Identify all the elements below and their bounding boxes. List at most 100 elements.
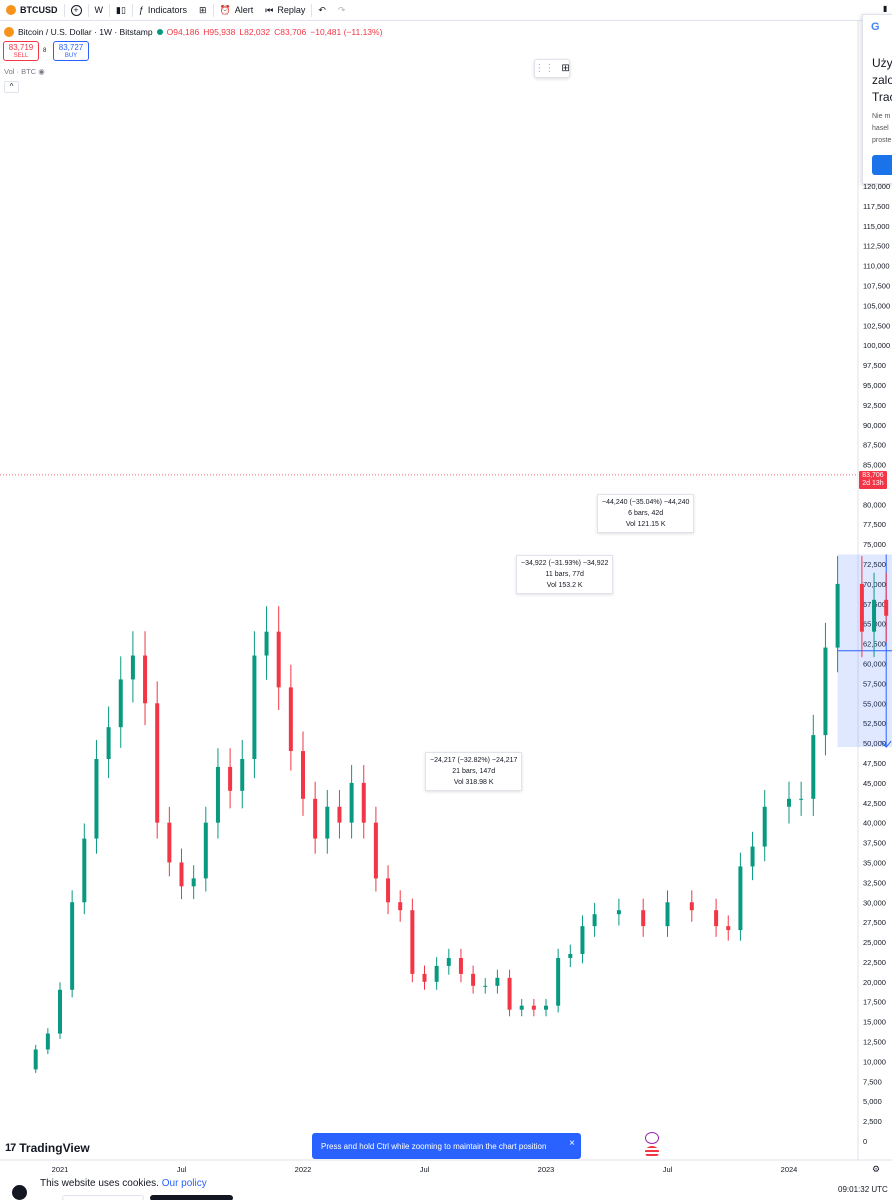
candle-body [361,782,366,823]
price-tick-label: 47,500 [863,759,886,768]
popup-subtext: Nie m hasel proste [872,111,891,147]
candle-body [884,599,889,616]
candle-body [544,1005,548,1010]
brand-name: TradingView [19,1141,90,1155]
candle-body [70,902,75,990]
price-tick-label: 30,000 [863,898,886,907]
bar-countdown: 2d 13h [862,480,884,487]
replay-label: Replay [277,5,306,15]
alarm-clock-icon: ⏰ [219,4,231,15]
popup-sub-line: proste [872,137,892,144]
tradingview-logo[interactable]: 17 TradingView [5,1141,90,1155]
layout-icon[interactable]: ⊞ [561,63,570,74]
candle-body [556,957,561,1006]
measure-change: −44,240 (−35.04%) −44,240 [602,499,690,506]
sell-button[interactable]: 83,719 SELL [3,41,39,61]
candle-body [33,1049,38,1070]
candle-body [167,822,172,863]
candle-body [483,985,488,987]
candle-body [580,926,585,954]
candle-body [495,977,500,986]
lightning-icon[interactable] [645,1132,659,1144]
interval-button[interactable]: W [89,0,110,21]
candle-body [240,759,245,791]
candle-body [386,878,391,903]
manage-cookies-button[interactable] [62,1195,144,1200]
drag-handle-icon[interactable]: ⋮⋮ [534,63,555,74]
popup-continue-button[interactable] [872,155,892,175]
candle-body [641,910,646,927]
price-tick-label: 10,000 [863,1057,886,1066]
close-icon[interactable]: × [569,1138,575,1149]
buy-button[interactable]: 83,727 BUY [53,41,89,61]
price-tick-label: 2,500 [863,1117,882,1126]
candle-body [276,631,281,688]
alert-button[interactable]: ⏰ Alert [214,0,260,21]
interval-label: W [94,5,104,15]
candle-body [301,751,305,799]
cookie-policy-link[interactable]: Our policy [161,1178,207,1189]
chart-type-button[interactable]: ▮▯ [110,0,132,21]
bitcoin-icon [6,5,16,15]
measure-bars: 21 bars, 147d [452,768,496,775]
zoom-hint-toast: Press and hold Ctrl while zooming to mai… [312,1133,581,1159]
redo-button[interactable]: ↷ [332,0,352,21]
time-tick-label: 2024 [781,1165,798,1174]
candle-body [787,798,791,807]
time-tick-label: 2023 [538,1165,555,1174]
candle-body [191,878,196,887]
divider [87,3,89,17]
floating-icons [645,1132,659,1158]
undo-button[interactable]: ↶ [312,0,332,21]
indicators-label: Indicators [147,5,187,15]
price-tick-label: 77,500 [863,520,886,529]
candle-body [203,822,208,879]
compare-button[interactable]: + [65,0,88,21]
candle-body [94,759,99,839]
cookie-icon [12,1185,27,1200]
plus-icon: + [70,4,82,16]
sidebar-toggle-icon[interactable]: ▮ [883,4,888,13]
volume-label: Vol · BTC [4,67,37,76]
candle-body [398,902,403,911]
gear-icon[interactable]: ⚙ [872,1164,881,1174]
legend-title[interactable]: Bitcoin / U.S. Dollar · 1W · Bitstamp [18,27,153,37]
divider [311,3,313,17]
eye-icon[interactable]: ◉ [38,67,45,76]
candle-body [337,806,342,823]
candle-body [179,862,184,887]
us-flag-icon[interactable] [645,1146,659,1158]
candle-body [288,687,293,752]
popup-heading: Uży zalo Trac [872,55,892,106]
volume-legend[interactable]: Vol · BTC ◉ [4,67,45,76]
price-tick-label: 45,000 [863,779,886,788]
candles-icon: ▮▯ [116,4,126,15]
candle-body [799,798,804,800]
accept-cookies-button[interactable] [150,1195,233,1200]
symbol-legend: Bitcoin / U.S. Dollar · 1W · Bitstamp O9… [4,27,382,37]
symbol-search[interactable]: BTCUSD [0,0,64,21]
candle-body [859,583,864,632]
replay-button[interactable]: ⏮ Replay [259,0,311,21]
price-tick-label: 117,500 [863,202,890,211]
spread-value: 8 [43,48,47,54]
price-tick-label: 17,500 [863,998,886,1007]
popup-heading-line: Trac [872,90,892,104]
price-tick-label: 15,000 [863,1018,886,1027]
redo-icon: ↷ [337,4,346,15]
price-tick-label: 80,000 [863,500,886,509]
market-status-dot [156,29,163,35]
legend-high: H95,938 [203,27,236,37]
buy-price: 83,727 [58,43,84,52]
templates-button[interactable]: ⊞ [193,0,213,21]
undo-icon: ↶ [318,4,326,15]
candle-body [714,910,719,927]
top-toolbar: BTCUSD + W ▮▯ ƒ Indicators ⊞ ⏰ Alert ⏮ R… [0,0,892,21]
price-tick-label: 110,000 [863,262,890,271]
collapse-legend-button[interactable]: ^ [4,81,19,93]
clock[interactable]: 09:01:32 UTC [838,1185,888,1194]
candle-body [264,631,269,656]
indicators-button[interactable]: ƒ Indicators [133,0,193,21]
time-tick-label: 2021 [52,1165,69,1174]
